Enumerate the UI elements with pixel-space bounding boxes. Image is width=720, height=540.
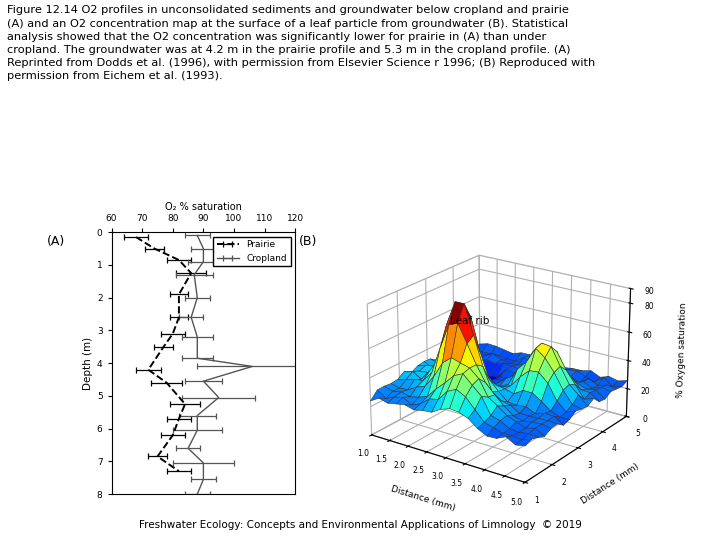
Text: (A): (A) (47, 235, 65, 248)
Y-axis label: Depth (m): Depth (m) (83, 336, 93, 390)
X-axis label: Distance (mm): Distance (mm) (390, 484, 456, 512)
Text: Figure 12.14 O2 profiles in unconsolidated sediments and groundwater below cropl: Figure 12.14 O2 profiles in unconsolidat… (7, 5, 595, 82)
Legend: Prairie, Cropland: Prairie, Cropland (213, 237, 291, 266)
Text: (B): (B) (299, 235, 318, 248)
Y-axis label: Distance (mm): Distance (mm) (580, 462, 641, 505)
Text: Freshwater Ecology: Concepts and Environmental Applications of Limnology  © 2019: Freshwater Ecology: Concepts and Environ… (138, 520, 582, 530)
X-axis label: O₂ % saturation: O₂ % saturation (165, 202, 242, 212)
